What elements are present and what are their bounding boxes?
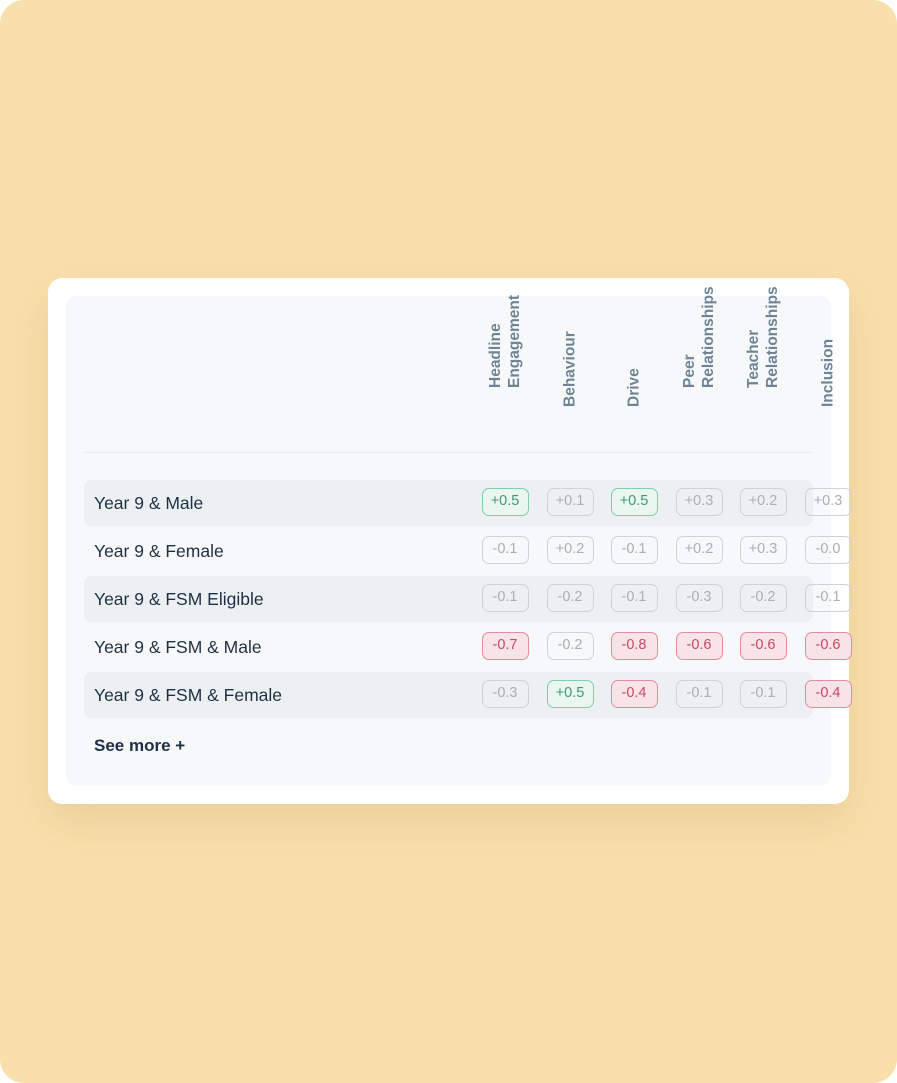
score-badge: -0.2 (546, 584, 594, 612)
column-header: Inclusion (803, 314, 853, 426)
score-badge: +0.2 (675, 536, 723, 564)
score-badge: -0.3 (481, 680, 529, 708)
score-badge: +0.5 (610, 488, 658, 516)
table-row[interactable]: Year 9 & Male +0.5 +0.1 +0.5 +0.3 +0.2 +0.3 (84, 480, 852, 526)
table-row[interactable]: Year 9 & FSM & Female -0.3 +0.5 -0.4 -0.1 -0.… (84, 672, 852, 718)
row-label: Year 9 & FSM & Male (94, 637, 262, 657)
score-badge: -0.8 (610, 632, 658, 660)
score-badge: -0.1 (610, 584, 658, 612)
table-row[interactable]: Year 9 & FSM & Male -0.7 -0.2 -0.8 -0.6 -0.6-… (84, 624, 852, 670)
column-header-label: Peer Relationships (681, 286, 717, 388)
score-badge: +0.2 (546, 536, 594, 564)
score-badge: -0.0 (804, 536, 852, 564)
column-header: Behaviour (545, 314, 595, 426)
score-badge: -0.1 (739, 680, 787, 708)
score-badge: -0.1 (481, 536, 529, 564)
score-badge: -0.2 (546, 632, 594, 660)
score-badge: +0.3 (804, 488, 852, 516)
column-header: Peer Relationships (674, 286, 724, 426)
score-badge: +0.3 (739, 536, 787, 564)
column-header-label: Inclusion (819, 338, 837, 407)
score-badge: -0.4 (804, 680, 852, 708)
score-badge: -0.4 (610, 680, 658, 708)
score-badge: +0.1 (546, 488, 594, 516)
score-badge: -0.3 (675, 584, 723, 612)
column-header-label: Teacher Relationships (745, 286, 781, 388)
row-label: Year 9 & Male (94, 493, 204, 513)
score-badge: +0.5 (481, 488, 529, 516)
score-badge: -0.1 (481, 584, 529, 612)
score-badge: -0.2 (739, 584, 787, 612)
row-label: Year 9 & FSM Eligible (94, 589, 264, 609)
column-header-label: Headline Engagement (487, 294, 523, 388)
score-badge: -0.6 (804, 632, 852, 660)
score-badge: -0.6 (675, 632, 723, 660)
score-badge: -0.1 (675, 680, 723, 708)
score-badge: -0.7 (481, 632, 529, 660)
table-row[interactable]: Year 9 & FSM Eligible -0.1 -0.2 -0.1 -0.3 -0.… (84, 576, 852, 622)
header-divider (84, 452, 812, 453)
score-badge: -0.1 (804, 584, 852, 612)
column-header-label: Behaviour (561, 331, 579, 407)
column-header: Drive (609, 314, 659, 426)
column-header-label: Drive (625, 368, 643, 407)
score-badge: +0.2 (739, 488, 787, 516)
score-badge: +0.5 (546, 680, 594, 708)
results-table: See more + Headline Engagement Behaviour Dr… (66, 286, 852, 786)
table-row[interactable]: Year 9 & Female -0.1 +0.2 -0.1 +0.2 +0.3 -0.0 (84, 528, 852, 574)
score-badge: -0.6 (739, 632, 787, 660)
results-card: See more + Headline Engagement Behaviour Dr… (48, 278, 852, 804)
row-label: Year 9 & Female (94, 541, 224, 561)
score-badge: -0.1 (610, 536, 658, 564)
see-more-link[interactable]: See more + (94, 736, 186, 755)
column-header: Headline Engagement (480, 295, 530, 426)
score-badge: +0.3 (675, 488, 723, 516)
row-label: Year 9 & FSM & Female (94, 685, 283, 705)
column-header: Teacher Relationships (738, 286, 788, 426)
